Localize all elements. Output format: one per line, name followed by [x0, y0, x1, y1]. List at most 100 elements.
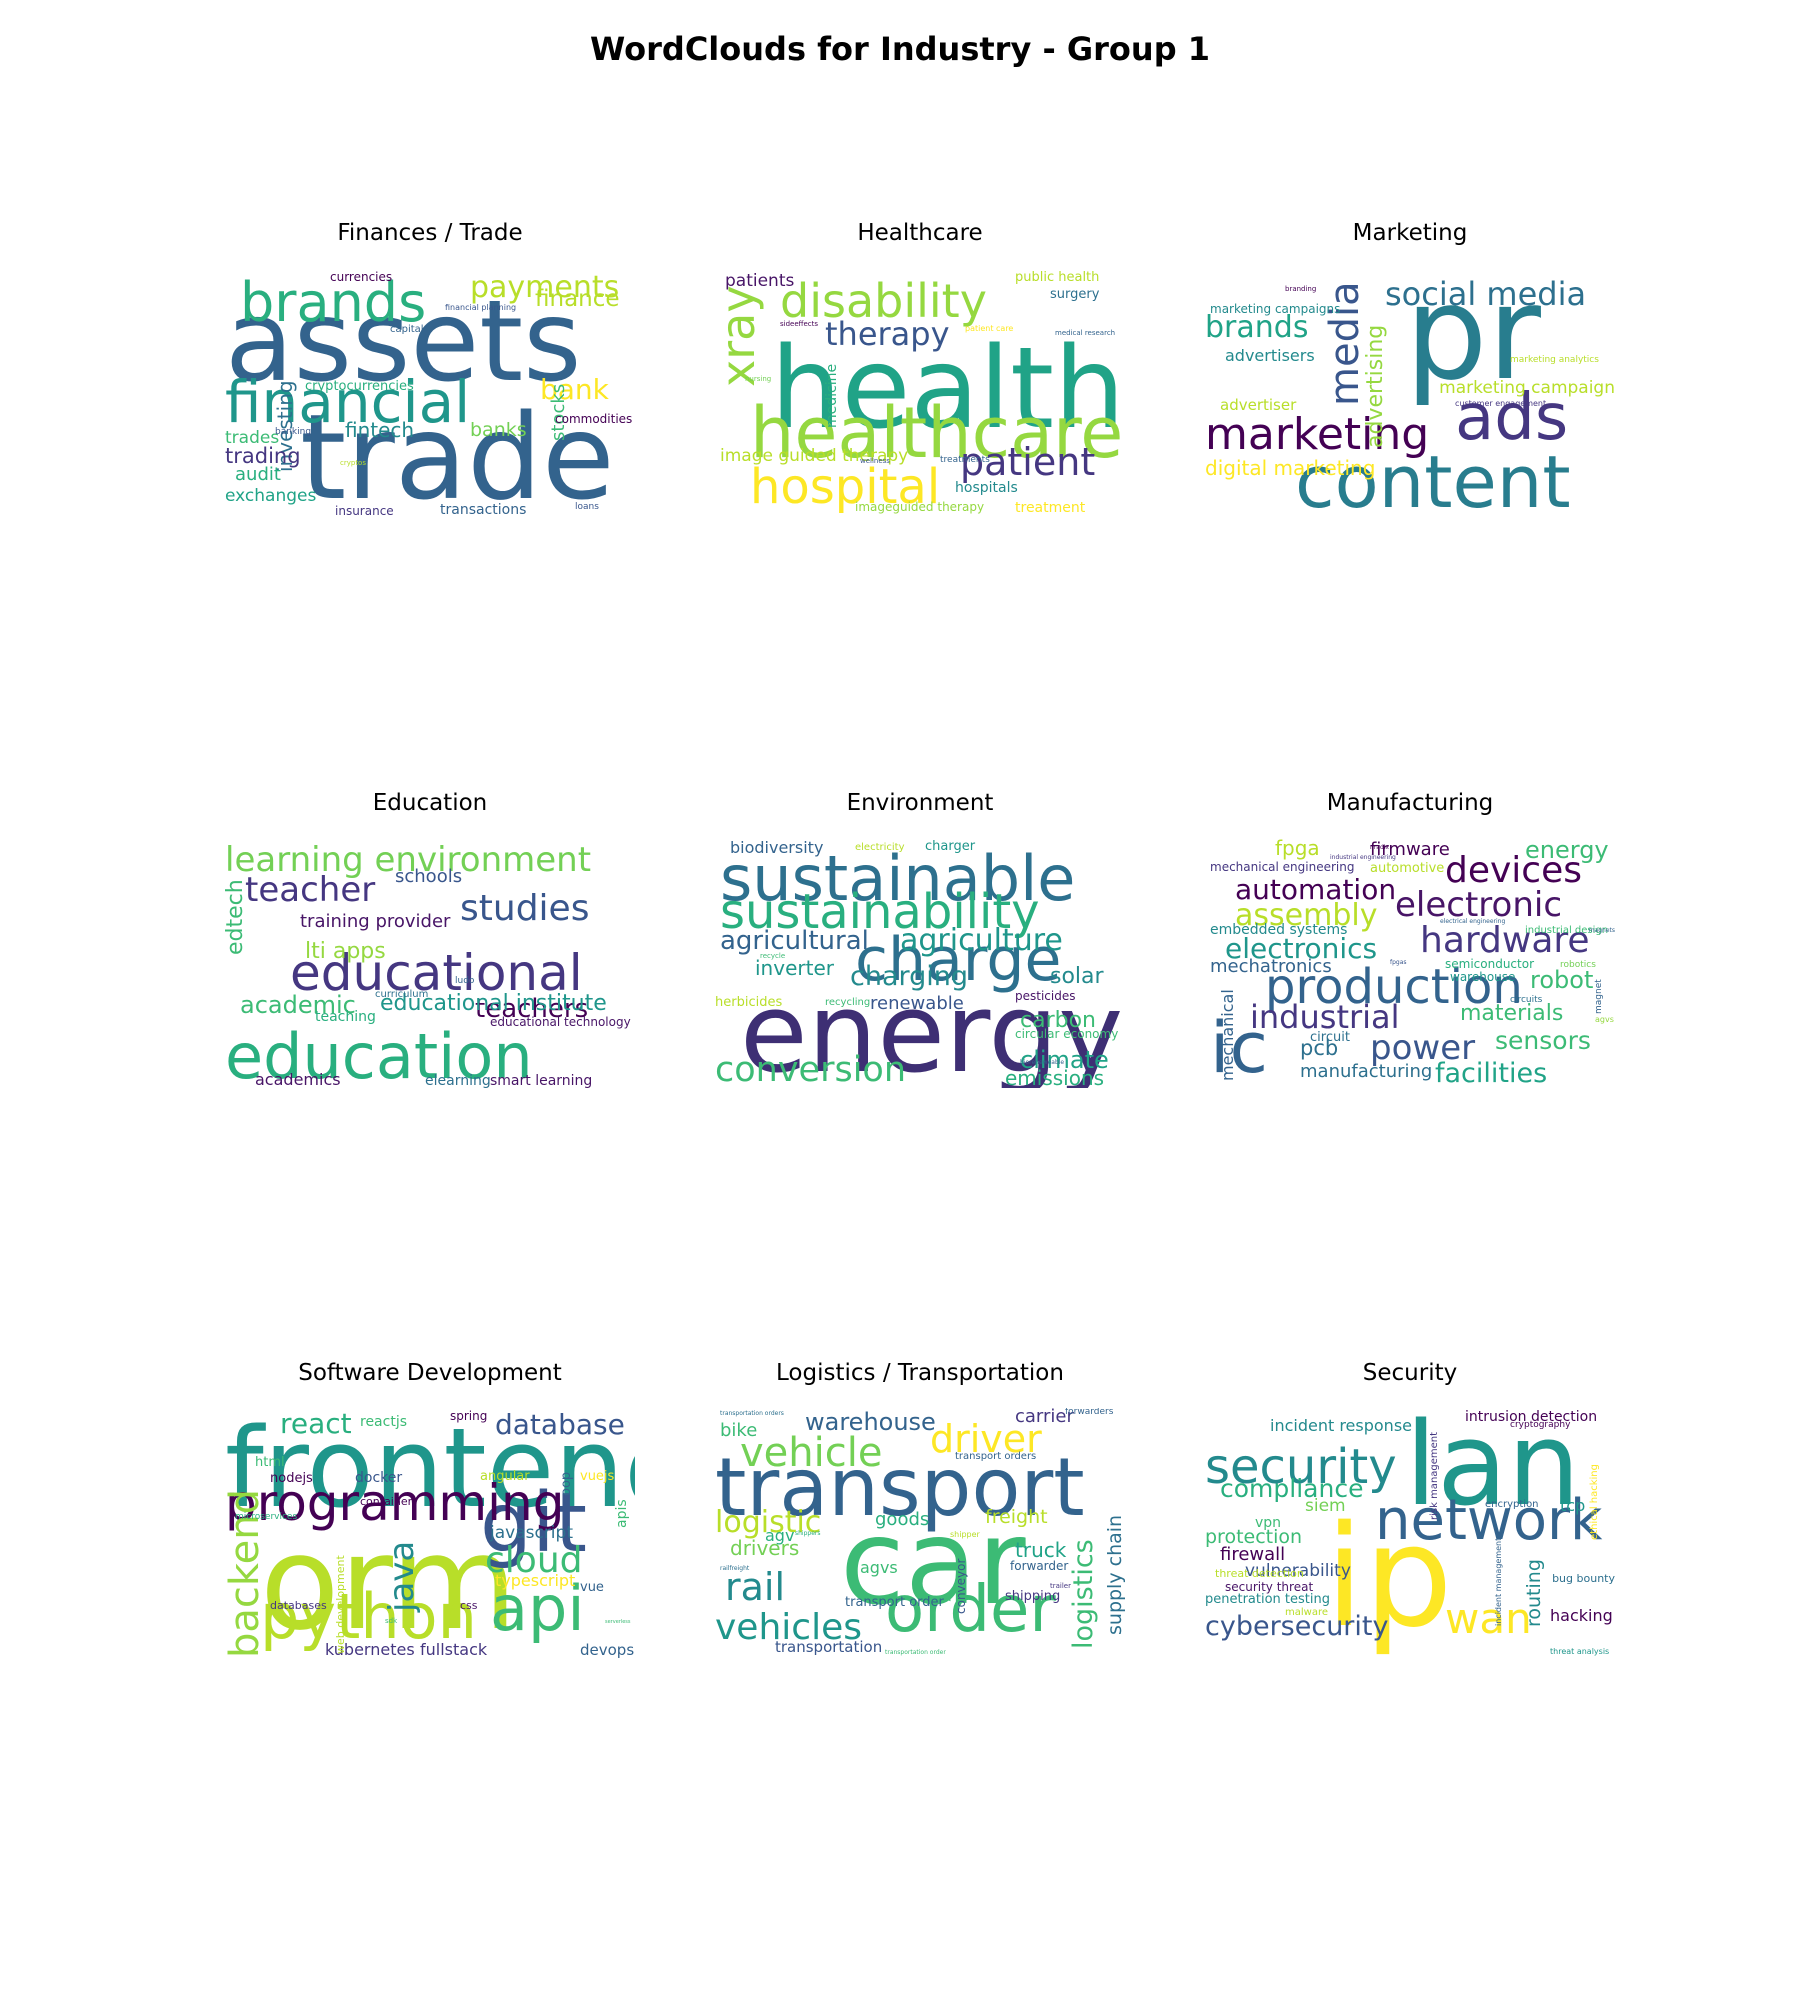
panel-title: Education	[372, 790, 488, 816]
cloud-word: wan	[1445, 1594, 1532, 1643]
panel-title: Finances / Trade	[337, 220, 523, 246]
cloud-word: hacking	[1550, 1606, 1613, 1625]
cloud-word: marketing campaign	[1439, 378, 1615, 398]
cloud-word: transport orders	[955, 1451, 1037, 1462]
cloud-word: git	[480, 1476, 587, 1571]
cloud-word: sustainability	[720, 884, 1040, 940]
cloud-word: vehicle	[740, 1430, 883, 1476]
cloud-word: devices	[1445, 850, 1583, 891]
cloud-word: warehouse	[805, 1408, 936, 1436]
cloud-word: customer engagement	[1455, 399, 1547, 408]
cloud-word: apis	[614, 1499, 630, 1529]
cloud-word: recycling	[825, 997, 871, 1008]
cloud-word: brands	[1205, 310, 1309, 345]
cloud-word: capital	[390, 324, 424, 335]
cloud-word: transport	[715, 1441, 1085, 1534]
wordcloud-area: frontendormgitpythonapiprogrammingcloudb…	[225, 1408, 635, 1659]
cloud-word: marketing	[1205, 409, 1430, 460]
cloud-word: herbicides	[715, 995, 783, 1010]
cloud-word: vue	[580, 1580, 604, 1595]
cloud-word: biodiversity	[730, 838, 824, 857]
cloud-word: energy	[1525, 838, 1609, 864]
wordcloud-panel: Security lan ip network security wan cybersecu…	[1205, 1360, 1615, 1658]
cloud-word: patient	[960, 440, 1096, 484]
cloud-word: transport order	[845, 1595, 944, 1610]
cloud-word: trading	[225, 444, 301, 468]
cloud-word: advertisers	[1225, 346, 1315, 365]
cloud-word: advertising	[1363, 325, 1388, 449]
cloud-word: social media	[1385, 275, 1587, 313]
cloud-word: compliance	[1220, 1474, 1364, 1503]
cloud-word: freight	[985, 1506, 1048, 1528]
cloud-word: sustainable	[720, 842, 1076, 915]
cloud-word: fullstack	[420, 1640, 488, 1658]
cloud-word: audit	[235, 464, 281, 485]
cloud-word: fpgas	[1390, 959, 1407, 966]
cloud-word: threat detection	[1215, 1567, 1304, 1580]
cloud-word: ludo	[455, 976, 475, 986]
cloud-word: healthcare	[750, 392, 1124, 474]
cloud-word: trailer	[1050, 1582, 1071, 1590]
cloud-word: marketing campaigns	[1210, 302, 1341, 316]
cloud-word: industrial design	[1525, 925, 1609, 936]
cloud-word: cryptos	[340, 459, 366, 467]
figure-title: WordClouds for Industry - Group 1	[589, 30, 1210, 68]
cloud-word: nursing	[745, 375, 772, 383]
cloud-word: therapy	[825, 315, 950, 353]
cloud-word: supply chain	[1104, 1515, 1125, 1636]
cloud-word: shipping	[1005, 1589, 1061, 1604]
cloud-word: charging	[850, 961, 969, 992]
cloud-word: javascript	[490, 1523, 573, 1543]
cloud-word: agvs	[860, 1558, 898, 1577]
cloud-word: incident response	[1270, 1416, 1412, 1435]
cloud-word: production	[1265, 959, 1523, 1015]
cloud-word: exchanges	[225, 486, 317, 506]
wordcloud-panel: Healthcare health healthcare disability hosp…	[715, 220, 1125, 518]
cloud-word: pesticides	[1015, 989, 1076, 1003]
cloud-word: academic	[240, 991, 356, 1019]
cloud-word: web development	[334, 1554, 347, 1654]
panel-title: Manufacturing	[1326, 790, 1494, 816]
cloud-word: transportation order	[885, 1649, 946, 1656]
cloud-word: fpga	[1275, 838, 1320, 860]
cloud-word: typescript	[495, 1571, 576, 1590]
cloud-word: hospitals	[955, 480, 1018, 496]
cloud-word: encryption	[1485, 1499, 1539, 1510]
cloud-word: hospital	[750, 459, 941, 515]
cloud-word: bug bounty	[1552, 1572, 1615, 1585]
cloud-word: facilities	[1435, 1058, 1548, 1088]
cloud-word: assembly	[1235, 898, 1378, 933]
cloud-word: edtech	[225, 878, 248, 955]
cloud-word: firewall	[1220, 1544, 1286, 1565]
cloud-word: educational technology	[490, 1015, 631, 1029]
wordcloud-panel: Manufacturing production ic devices electron…	[1205, 790, 1615, 1088]
cloud-word: curriculum	[375, 989, 429, 1000]
cloud-word: studies	[460, 888, 590, 929]
cloud-word: fintech	[345, 418, 415, 442]
cloud-word: conversion	[715, 1050, 907, 1088]
panel-title: Security	[1362, 1360, 1458, 1386]
cloud-word: patients	[725, 271, 795, 291]
cloud-word: electricity	[855, 842, 905, 853]
cloud-word: reactjs	[360, 1414, 408, 1430]
cloud-word: sensors	[1495, 1026, 1591, 1055]
wordcloud-panel: Software Development frontendormgitpython…	[225, 1360, 635, 1659]
cloud-word: trades	[225, 428, 280, 448]
cloud-word: serverless	[605, 1619, 631, 1625]
cloud-word: teaching	[315, 1009, 376, 1025]
cloud-word: network	[1375, 1488, 1603, 1553]
cloud-word: cryptography	[1510, 1420, 1571, 1430]
cloud-word: transportation orders	[720, 1410, 784, 1417]
cloud-word: advertiser	[1220, 396, 1297, 414]
cloud-word: kubernetes	[325, 1640, 415, 1658]
cloud-word: educational institute	[380, 991, 607, 1016]
cloud-word: energy	[740, 969, 1124, 1088]
cloud-word: teacher	[245, 870, 376, 910]
cloud-word: financial planning	[445, 303, 517, 312]
cloud-word: oop	[559, 1471, 574, 1496]
cloud-word: currencies	[330, 270, 393, 284]
cloud-word: vuejs	[580, 1469, 615, 1484]
cloud-word: lan	[1405, 1408, 1581, 1532]
cloud-word: forwarders	[1065, 1408, 1114, 1417]
cloud-word: java	[382, 1540, 422, 1612]
